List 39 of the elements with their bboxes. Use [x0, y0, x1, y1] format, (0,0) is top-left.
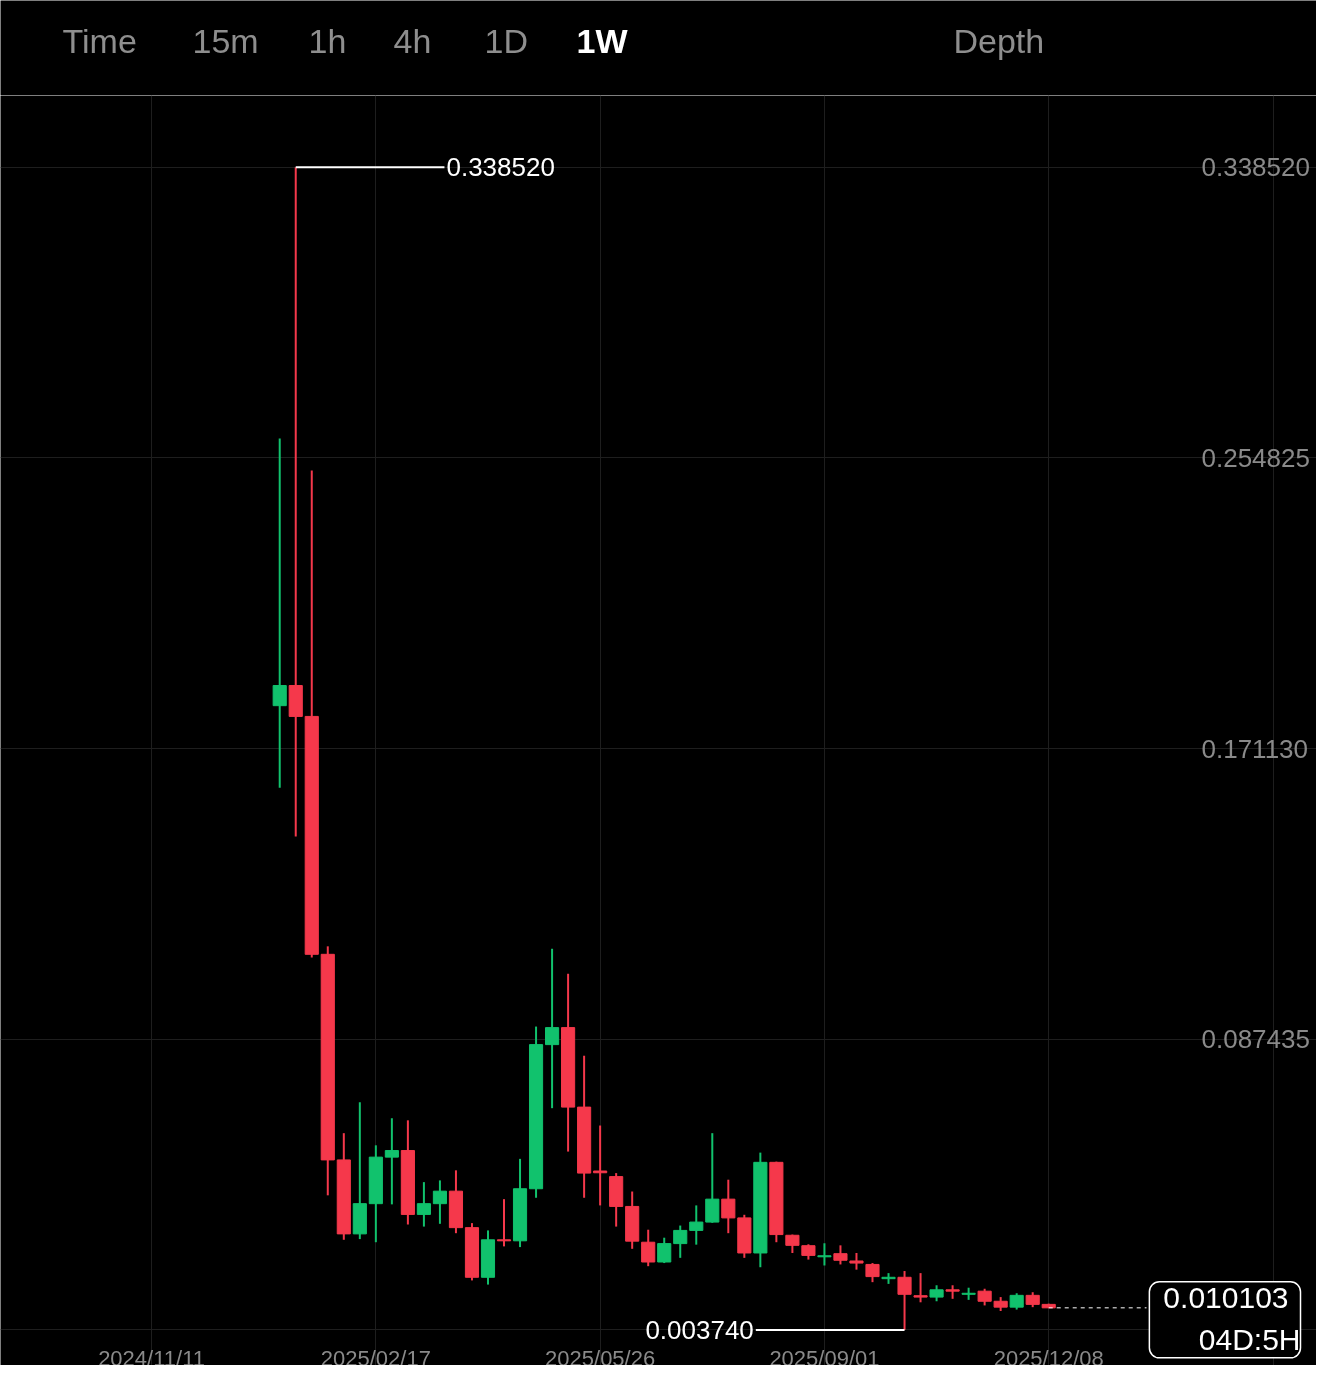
candlestick — [593, 1124, 608, 1207]
text: 4h — [393, 21, 432, 60]
candlestick — [689, 1204, 704, 1246]
candlestick — [865, 1262, 880, 1284]
candlestick — [657, 1236, 672, 1265]
candlestick — [721, 1178, 736, 1235]
x-tick-label: 2024/11/11 — [98, 1345, 205, 1371]
candlestick — [432, 1179, 447, 1225]
x-tick-label: 2025/09/01 — [769, 1345, 880, 1371]
text: 1h — [308, 21, 347, 60]
candlestick — [897, 1270, 912, 1331]
annotation: 04D:5H — [1198, 1323, 1301, 1357]
candlestick — [384, 1117, 399, 1206]
y-tick-label: 0.171130 — [1201, 733, 1309, 764]
candlestick — [545, 947, 560, 1110]
ref-line-label: 0.010103 — [1163, 1280, 1289, 1314]
annotation: 0.003740 — [645, 1314, 754, 1345]
y-tick-label: 0.087435 — [1201, 1024, 1310, 1055]
candlestick — [817, 1242, 832, 1267]
text: 1W — [576, 21, 629, 60]
text: Time — [62, 21, 137, 60]
x-tick-label: 2025/02/17 — [320, 1345, 431, 1371]
candlestick — [913, 1272, 928, 1304]
candlestick — [496, 1198, 512, 1248]
candlestick — [705, 1132, 720, 1224]
annotation: 0.338520 — [446, 152, 555, 183]
candlestick — [833, 1244, 848, 1266]
candlestick — [288, 166, 303, 838]
y-tick-label: 0.338520 — [1201, 152, 1310, 183]
y-tick-label: 0.254825 — [1201, 442, 1310, 473]
candlestick — [673, 1224, 688, 1259]
text: Depth — [953, 21, 1045, 60]
candlestick — [641, 1228, 656, 1268]
x-tick-label: 2025/12/08 — [993, 1345, 1104, 1371]
text: 1D — [484, 21, 528, 60]
candlestick — [416, 1181, 431, 1228]
text: 15m — [192, 21, 259, 60]
candlestick — [272, 437, 287, 789]
x-tick-label: 2025/05/26 — [545, 1345, 656, 1371]
